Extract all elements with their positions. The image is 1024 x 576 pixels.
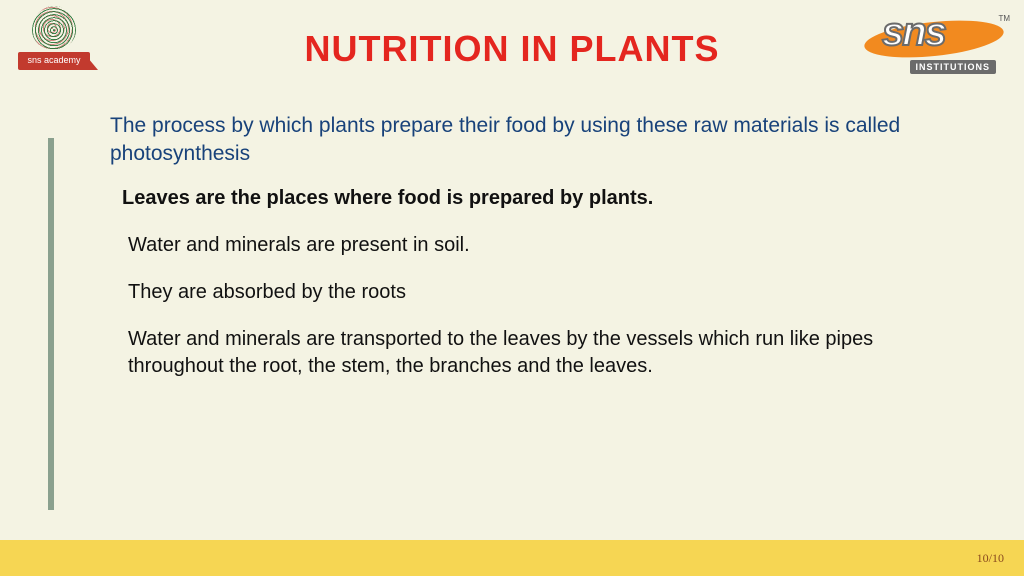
page-title: NUTRITION IN PLANTS [0, 28, 1024, 70]
paragraph-1: Water and minerals are present in soil. [128, 232, 888, 259]
paragraph-3: Water and minerals are transported to th… [128, 326, 888, 380]
footer-bar [0, 540, 1024, 576]
accent-bar [48, 138, 54, 510]
content-block: The process by which plants prepare thei… [110, 112, 920, 400]
page-number: 10/10 [977, 551, 1004, 566]
paragraph-2: They are absorbed by the roots [128, 279, 888, 306]
intro-text: The process by which plants prepare thei… [110, 112, 920, 169]
bold-line: Leaves are the places where food is prep… [122, 187, 920, 210]
logo-right-tm: TM [998, 14, 1010, 23]
